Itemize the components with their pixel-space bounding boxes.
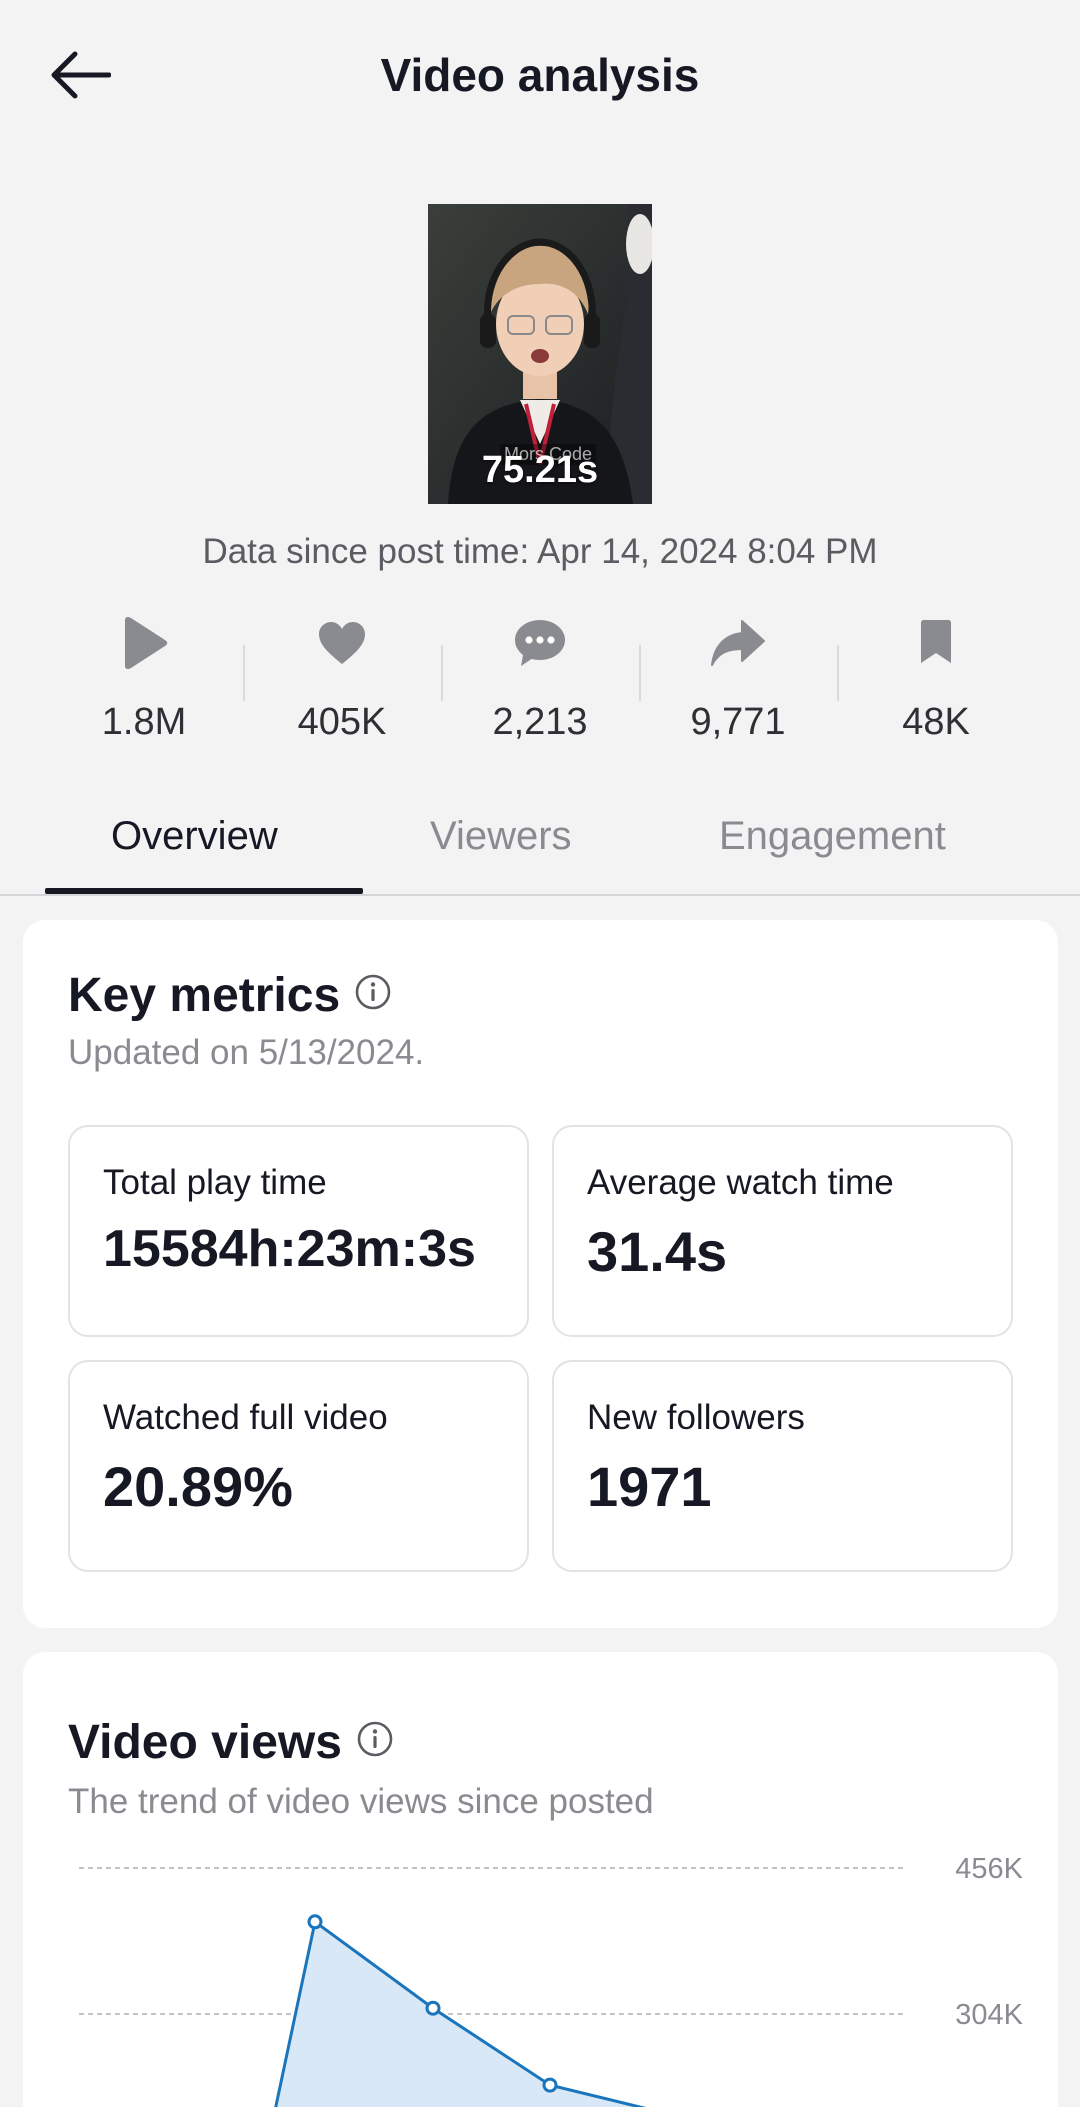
key-metrics-title: Key metrics: [68, 968, 392, 1023]
metric-value: 20.89%: [103, 1455, 293, 1518]
data-point[interactable]: [542, 2077, 558, 2093]
video-views-title: Video views: [68, 1715, 394, 1770]
play-icon: [116, 615, 172, 671]
bookmark-icon: [908, 615, 964, 671]
stat-likes: 405K: [243, 615, 441, 755]
post-time: Data since post time: Apr 14, 2024 8:04 …: [202, 532, 878, 571]
page-title: Video analysis: [380, 49, 700, 101]
video-thumbnail[interactable]: Mors Code 75.21s: [428, 204, 652, 504]
y-tick-label: 304K: [955, 1999, 1023, 2031]
metric-new-followers: New followers 1971: [552, 1360, 1013, 1572]
heart-icon: [314, 615, 370, 671]
metric-label: Average watch time: [587, 1163, 894, 1202]
metric-total-play-time: Total play time 15584h:23m:3s: [68, 1125, 529, 1337]
video-views-card: Video views The trend of video views sin…: [23, 1652, 1058, 2107]
metric-label: Total play time: [103, 1163, 327, 1202]
stat-shares: 9,771: [639, 615, 837, 755]
comments-count: 2,213: [492, 701, 588, 743]
stat-plays: 1.8M: [45, 615, 243, 755]
data-point[interactable]: [307, 1914, 323, 1930]
share-arrow-icon: [710, 615, 766, 671]
stat-comments: 2,213: [441, 615, 639, 755]
stat-saves: 48K: [837, 615, 1035, 755]
views-area: [275, 1921, 640, 2107]
comment-icon: [512, 615, 568, 671]
header: Video analysis: [0, 0, 1080, 150]
data-point[interactable]: [425, 2000, 441, 2016]
active-tab-indicator: [45, 888, 363, 894]
metric-value: 31.4s: [587, 1220, 728, 1283]
back-button[interactable]: [40, 40, 120, 110]
tab-engagement[interactable]: Engagement: [719, 814, 946, 858]
metric-label: New followers: [587, 1398, 805, 1437]
video-views-title-text: Video views: [68, 1716, 342, 1769]
saves-count: 48K: [902, 701, 970, 743]
likes-count: 405K: [297, 701, 387, 743]
thumbnail-image: [428, 204, 652, 504]
video-views-subtitle: The trend of video views since posted: [68, 1782, 654, 1821]
y-tick-label: 456K: [955, 1853, 1023, 1885]
arrow-left-icon: [51, 51, 111, 99]
metric-value: 15584h:23m:3s: [103, 1220, 476, 1278]
key-metrics-card: Key metrics Updated on 5/13/2024. Total …: [23, 920, 1058, 1628]
info-icon[interactable]: [356, 1715, 394, 1770]
metric-value: 1971: [587, 1455, 712, 1518]
metric-average-watch-time: Average watch time 31.4s: [552, 1125, 1013, 1337]
thumbnail-caption: Mors Code: [500, 444, 597, 465]
tab-bar: Overview Viewers Engagement: [0, 800, 1080, 896]
tab-overview[interactable]: Overview: [111, 814, 278, 858]
stats-row: 1.8M 405K 2,213 9,771 48K: [45, 615, 1035, 755]
key-metrics-title-text: Key metrics: [68, 969, 341, 1022]
metric-watched-full-video: Watched full video 20.89%: [68, 1360, 529, 1572]
tab-viewers[interactable]: Viewers: [430, 814, 572, 858]
key-metrics-updated: Updated on 5/13/2024.: [68, 1033, 425, 1072]
metric-label: Watched full video: [103, 1398, 388, 1437]
info-icon[interactable]: [354, 968, 392, 1023]
plays-count: 1.8M: [101, 701, 187, 743]
video-views-chart: 456K 304K: [79, 1853, 1024, 2107]
video-duration: 75.21s: [481, 449, 599, 491]
shares-count: 9,771: [690, 701, 786, 743]
